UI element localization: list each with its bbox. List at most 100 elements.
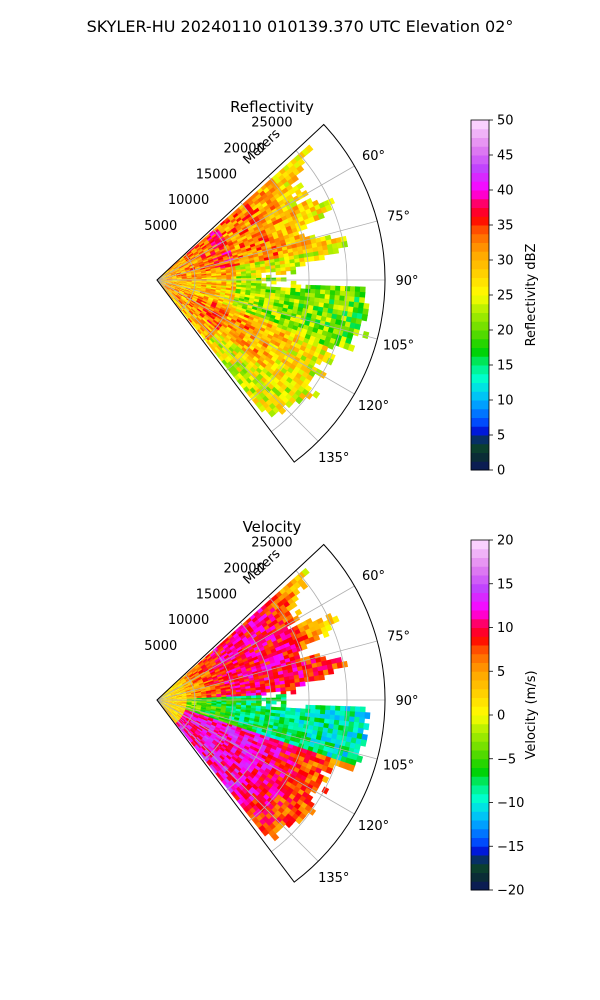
- colorbar-tick-label: 35: [497, 219, 514, 234]
- field-cell: [312, 390, 321, 399]
- azimuth-tick-label: 60°: [362, 569, 385, 584]
- field-cell: [247, 645, 254, 652]
- field-cell: [207, 677, 214, 682]
- field-cell: [207, 298, 214, 303]
- field-cell: [280, 694, 287, 699]
- field-cell: [173, 298, 178, 303]
- field-cell: [194, 265, 201, 269]
- field-cell: [212, 298, 219, 303]
- field-cell: [199, 242, 206, 248]
- field-cell: [210, 762, 217, 769]
- field-cell: [166, 701, 173, 703]
- field-cell: [280, 687, 287, 692]
- field-cell: [219, 327, 226, 333]
- field-cell: [200, 267, 206, 271]
- field-cell: [256, 695, 262, 699]
- field-cell: [188, 293, 195, 297]
- field-cell: [165, 284, 172, 287]
- field-cell: [231, 724, 238, 730]
- field-cell: [176, 283, 182, 286]
- field-cell: [218, 646, 225, 653]
- field-cell: [225, 669, 232, 675]
- field-cell: [236, 726, 243, 731]
- field-cell: [176, 694, 182, 697]
- field-cell: [214, 306, 221, 311]
- field-cell: [225, 667, 232, 673]
- field-cell: [227, 675, 234, 680]
- field-cell: [184, 687, 191, 691]
- field-cell: [210, 304, 217, 309]
- field-cell: [243, 745, 250, 751]
- field-cell: [210, 710, 217, 714]
- field-cell: [204, 755, 211, 762]
- field-cell: [193, 325, 199, 332]
- field-cell: [205, 302, 212, 307]
- field-cell: [219, 246, 226, 251]
- field-cell: [291, 594, 299, 603]
- field-cell: [164, 690, 170, 694]
- field-cell: [237, 736, 244, 742]
- field-cell: [216, 671, 222, 677]
- field-cell: [181, 281, 188, 283]
- field-cell: [208, 261, 215, 266]
- field-cell: [189, 290, 196, 293]
- field-cell: [193, 745, 199, 752]
- field-cell: [184, 734, 190, 740]
- field-cell: [270, 685, 277, 690]
- field-cell: [238, 230, 246, 237]
- field-cell: [190, 300, 196, 306]
- field-cell: [201, 729, 208, 735]
- field-cell: [224, 645, 231, 652]
- field-cell: [260, 744, 268, 750]
- field-cell: [164, 286, 170, 290]
- field-cell: [265, 703, 272, 708]
- field-cell: [170, 706, 176, 710]
- field-cell: [228, 312, 235, 318]
- field-cell: [329, 714, 336, 721]
- field-cell: [210, 651, 216, 657]
- field-cell: [166, 701, 173, 703]
- field-cell: [172, 298, 177, 304]
- field-cell: [309, 712, 316, 719]
- field-cell: [214, 657, 221, 663]
- field-cell: [179, 709, 185, 713]
- field-cell: [213, 309, 220, 315]
- field-cell: [246, 695, 252, 699]
- field-cell: [215, 239, 222, 245]
- field-cell: [185, 299, 191, 304]
- azimuth-tick-label: 120°: [358, 399, 389, 414]
- field-cell: [269, 328, 277, 334]
- field-cell: [207, 664, 213, 670]
- colorbar-segment: [471, 251, 489, 261]
- field-cell: [178, 300, 184, 305]
- field-cell: [208, 678, 214, 683]
- azimuth-tick-label: 75°: [387, 209, 410, 224]
- field-cell: [309, 716, 316, 723]
- field-cell: [220, 725, 227, 730]
- field-cell: [238, 314, 245, 320]
- field-cell: [300, 708, 307, 714]
- colorbar-segment: [471, 408, 489, 418]
- range-ring: [271, 150, 348, 433]
- field-cell: [192, 733, 198, 739]
- field-cell: [285, 287, 292, 293]
- field-cell: [296, 225, 303, 232]
- field-cell: [168, 709, 173, 714]
- field-cell: [181, 730, 187, 736]
- field-cell: [196, 736, 202, 742]
- field-cell: [201, 720, 208, 725]
- field-cell: [199, 683, 205, 687]
- field-cell: [241, 235, 248, 241]
- field-cell: [358, 722, 365, 730]
- field-cell: [186, 284, 192, 286]
- colorbar-tick-label: −20: [497, 884, 524, 899]
- field-cell: [167, 290, 173, 295]
- field-cell: [232, 734, 239, 740]
- field-cell: [224, 728, 231, 734]
- field-cell: [217, 740, 224, 747]
- field-cell: [243, 325, 250, 331]
- field-cell: [161, 698, 168, 700]
- field-cell: [170, 704, 177, 708]
- field-cell: [247, 658, 255, 664]
- field-cell: [186, 698, 193, 700]
